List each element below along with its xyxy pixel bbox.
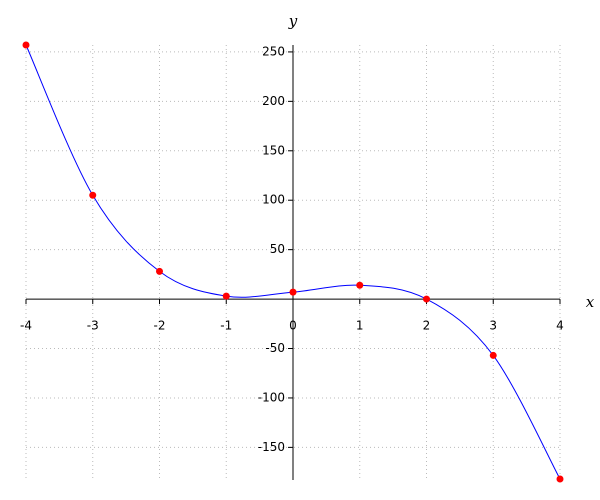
point [423,295,430,303]
y-tick-label: 250 [262,44,285,58]
point [556,475,564,483]
point [222,292,230,300]
x-axis-label: x [586,293,595,311]
x-tick-label: 0 [289,319,297,333]
point [489,351,497,359]
point [356,281,364,289]
y-axis-label: y [288,12,298,30]
y-tick-label: 100 [262,193,285,207]
point [156,267,163,275]
point [289,288,297,296]
point [89,191,97,199]
y-tick-label: 50 [270,242,285,256]
x-tick-label: 4 [556,319,564,333]
x-tick-label: -2 [154,319,166,333]
x-tick-label: 1 [356,319,364,333]
x-tick-label: 3 [489,319,497,333]
x-tick-label: -4 [20,319,32,333]
x-tick-label: -3 [87,319,99,333]
x-tick-label: -1 [220,319,232,333]
y-tick-label: -150 [258,440,285,454]
point [22,41,30,49]
y-tick-label: -100 [258,390,285,404]
x-tick-label: 2 [423,319,431,333]
y-tick-label: 200 [262,94,285,108]
y-tick-label: 150 [262,143,285,157]
y-tick-label: -50 [265,341,285,355]
